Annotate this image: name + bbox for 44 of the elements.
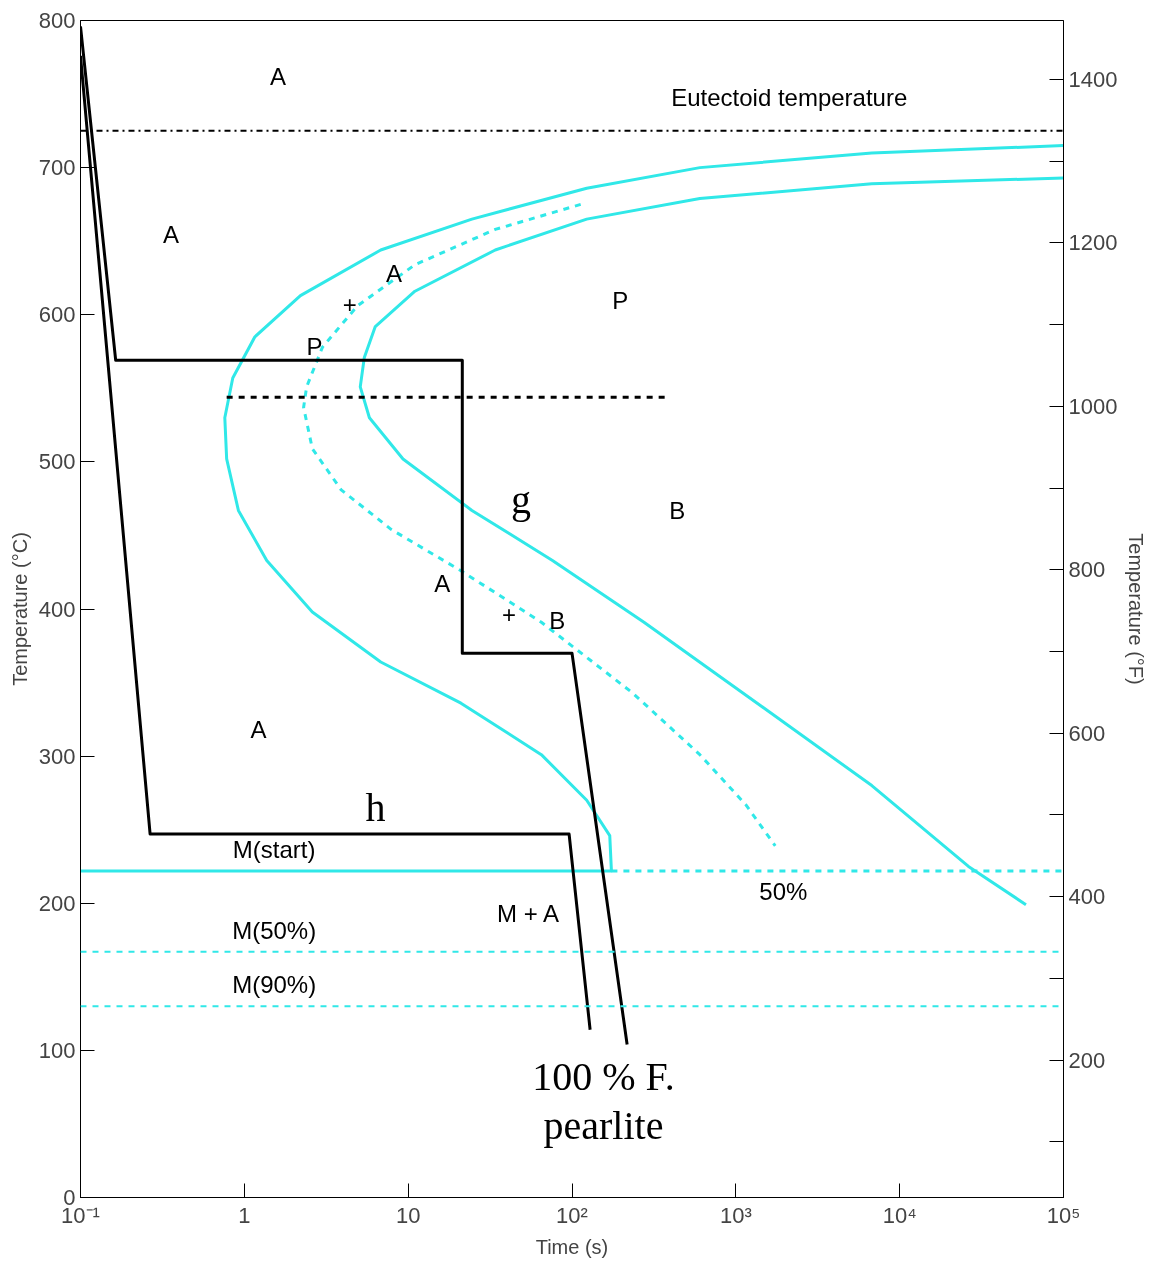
y2-tick-label: 1000 [1068, 393, 1118, 419]
y2-tick-label: 1200 [1068, 230, 1118, 256]
annotation: B [669, 496, 686, 524]
annotation: A [250, 715, 267, 743]
annotation: g [510, 477, 531, 523]
annotation: + [502, 601, 517, 629]
y2-tick-label: 600 [1068, 720, 1106, 746]
annotation: M(start) [232, 835, 316, 863]
x-tick-label: 10² [556, 1202, 588, 1228]
annotation: M + A [497, 900, 560, 928]
y-tick-label: 600 [38, 302, 76, 328]
annotation: + [342, 290, 357, 318]
annotation: M(90%) [232, 970, 317, 998]
y-tick-label: 700 [38, 155, 76, 181]
y2-tick-label: 1400 [1068, 66, 1118, 92]
annotation: B [549, 607, 566, 635]
annotation: A [162, 221, 179, 249]
x-tick-label: 10⁵ [1046, 1202, 1081, 1228]
annotation: A [434, 569, 451, 597]
x-tick-label: 1 [238, 1202, 251, 1228]
annotation: Eutectoid temperature [671, 83, 908, 111]
annotation: P [306, 333, 323, 361]
annotation: M(50%) [232, 916, 317, 944]
annotation: P [612, 287, 629, 315]
y2-axis-title: Temperature (°F) [1125, 533, 1148, 685]
y-tick-label: 300 [38, 743, 76, 769]
y-tick-label: 400 [38, 596, 76, 622]
annotation: 50% [759, 877, 808, 905]
y-tick-label: 200 [38, 890, 76, 916]
y2-tick-label: 400 [1068, 884, 1106, 910]
y-tick-label: 100 [38, 1037, 76, 1063]
x-tick-label: 10⁴ [882, 1202, 917, 1228]
annotation: A [386, 260, 403, 288]
x-tick-label: 10³ [719, 1202, 752, 1228]
y-axis-title: Temperature (°C) [8, 532, 31, 686]
y-tick-label: 500 [38, 449, 76, 475]
annotation: h [365, 785, 386, 831]
x-axis-title: Time (s) [535, 1235, 609, 1258]
annotation: A [270, 63, 287, 91]
annotation: 100 % F. pearlite [532, 1053, 675, 1149]
y2-tick-label: 200 [1068, 1047, 1106, 1073]
y2-tick-label: 800 [1068, 557, 1106, 583]
x-tick-label: 10 [395, 1202, 421, 1228]
y-tick-label: 800 [38, 8, 76, 33]
